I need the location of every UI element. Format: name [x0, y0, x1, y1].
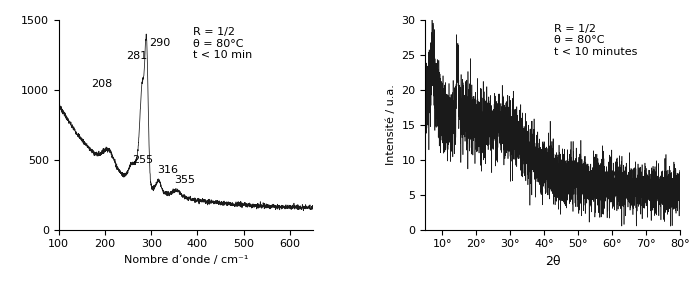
Y-axis label: Intensité / u.a.: Intensité / u.a. [386, 84, 396, 165]
Text: 316: 316 [158, 165, 179, 175]
X-axis label: Nombre d’onde / cm⁻¹: Nombre d’onde / cm⁻¹ [124, 255, 248, 265]
Text: 355: 355 [175, 175, 195, 185]
Text: 281: 281 [126, 51, 147, 61]
Text: R = 1/2
θ = 80°C
t < 10 minutes: R = 1/2 θ = 80°C t < 10 minutes [554, 24, 638, 57]
Text: 255: 255 [132, 155, 153, 165]
Text: 208: 208 [91, 79, 112, 88]
Text: 290: 290 [149, 38, 170, 48]
Text: R = 1/2
θ = 80°C
t < 10 min: R = 1/2 θ = 80°C t < 10 min [193, 27, 252, 60]
X-axis label: 2θ: 2θ [544, 255, 560, 268]
